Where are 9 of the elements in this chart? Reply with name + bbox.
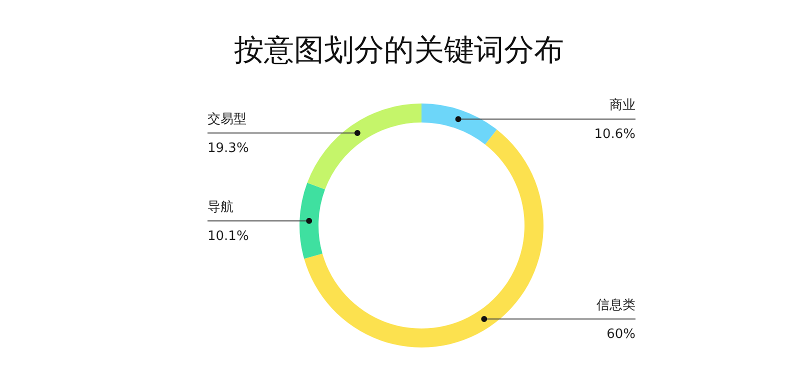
data-label: 10.6% — [594, 127, 636, 142]
slice-label: 交易型 — [208, 111, 246, 128]
chart-title: 按意图划分的关键词分布 — [234, 33, 564, 68]
data-label: 10.1% — [208, 228, 249, 244]
data-label: 19.3% — [208, 141, 249, 156]
data-label: 60% — [606, 326, 636, 342]
slice-label: 商业 — [610, 98, 636, 114]
slice-label: 导航 — [208, 200, 234, 215]
slice-label: 信息类 — [596, 298, 636, 313]
